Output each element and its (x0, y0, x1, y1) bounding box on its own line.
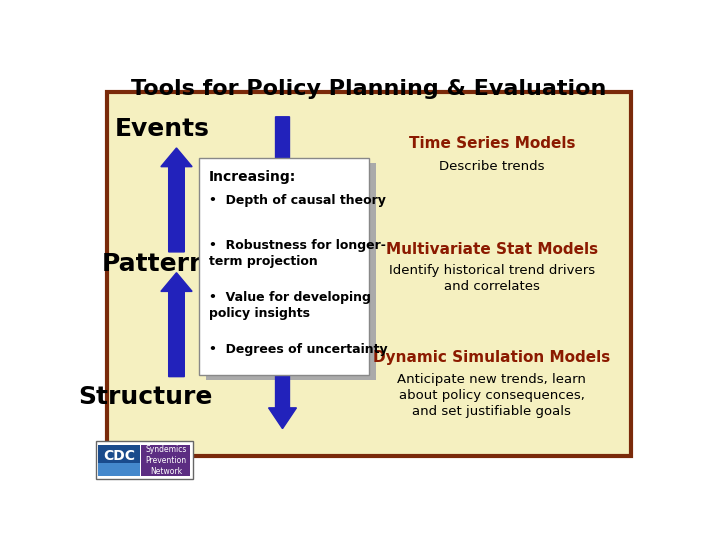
Text: Describe trends: Describe trends (439, 160, 544, 173)
Text: Patterns: Patterns (102, 252, 223, 276)
FancyBboxPatch shape (199, 158, 369, 375)
Text: Identify historical trend drivers
and correlates: Identify historical trend drivers and co… (389, 265, 595, 293)
Text: Multivariate Stat Models: Multivariate Stat Models (386, 242, 598, 258)
FancyBboxPatch shape (141, 446, 190, 476)
FancyBboxPatch shape (99, 463, 140, 476)
Text: Structure: Structure (78, 386, 213, 409)
Text: Dynamic Simulation Models: Dynamic Simulation Models (373, 350, 611, 366)
Text: •  Degrees of uncertainty: • Degrees of uncertainty (209, 343, 387, 356)
FancyBboxPatch shape (99, 446, 140, 476)
FancyArrow shape (161, 273, 192, 377)
Text: Syndemics
Prevention
Network: Syndemics Prevention Network (145, 445, 186, 476)
Text: Anticipate new trends, learn
about policy consequences,
and set justifiable goal: Anticipate new trends, learn about polic… (397, 373, 586, 418)
FancyBboxPatch shape (96, 441, 193, 478)
FancyBboxPatch shape (107, 92, 631, 456)
Text: CDC: CDC (104, 449, 135, 463)
Text: •  Value for developing
policy insights: • Value for developing policy insights (209, 292, 371, 320)
FancyBboxPatch shape (205, 163, 376, 380)
FancyArrow shape (269, 117, 297, 429)
FancyArrow shape (161, 148, 192, 252)
Text: Time Series Models: Time Series Models (408, 136, 575, 151)
Text: Tools for Policy Planning & Evaluation: Tools for Policy Planning & Evaluation (131, 79, 607, 99)
Text: •  Depth of causal theory: • Depth of causal theory (209, 194, 386, 207)
Text: Events: Events (115, 117, 210, 141)
Text: Increasing:: Increasing: (209, 170, 296, 184)
Text: •  Robustness for longer-
term projection: • Robustness for longer- term projection (209, 239, 386, 268)
